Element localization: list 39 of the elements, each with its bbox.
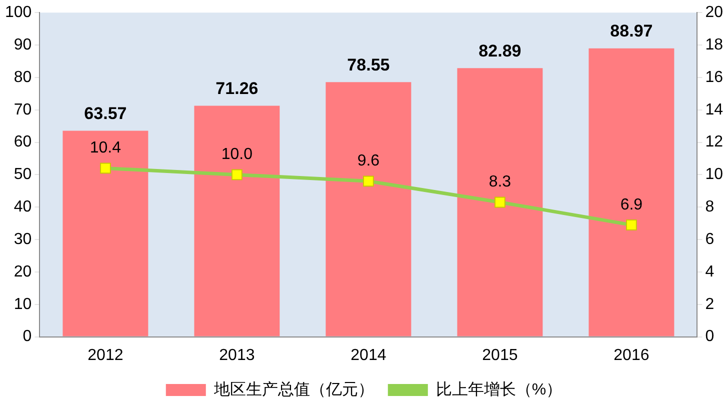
y2-tick-label: 20 (705, 4, 724, 22)
legend-label: 地区生产总值（亿元） (212, 380, 374, 398)
y2-tick-label: 4 (705, 263, 714, 280)
y2-tick-label: 12 (705, 134, 724, 151)
data-label: 82.89 (478, 41, 522, 60)
y2-tick-label: 14 (705, 101, 724, 118)
y2-tick-label: 18 (705, 36, 724, 54)
data-label: 10.4 (90, 140, 122, 157)
y2-tick-label: 6 (705, 230, 714, 248)
y-tick-label: 80 (14, 68, 32, 86)
y-tick-label: 70 (14, 101, 32, 118)
y2-tick-label: 16 (705, 68, 724, 86)
y-tick-label: 60 (14, 134, 32, 151)
data-label: 10.0 (221, 146, 253, 164)
y-tick-label: 50 (14, 166, 32, 184)
x-tick-label: 2013 (219, 346, 255, 364)
x-tick-label: 2015 (482, 346, 518, 364)
data-label: 88.97 (610, 22, 653, 41)
y-tick-label: 20 (14, 263, 32, 280)
y2-tick-label: 0 (705, 328, 714, 346)
y-tick-label: 90 (14, 36, 32, 54)
y2-tick-label: 10 (705, 166, 724, 184)
x-tick-label: 2012 (88, 346, 124, 364)
y-tick-label: 30 (14, 230, 32, 248)
y-tick-label: 40 (14, 198, 32, 216)
y-tick-label: 10 (14, 296, 32, 313)
y-tick-label: 0 (22, 328, 32, 346)
data-label: 9.6 (357, 152, 380, 170)
data-label: 78.55 (347, 55, 390, 74)
y2-tick-label: 2 (705, 296, 714, 313)
data-label: 6.9 (620, 196, 643, 214)
x-tick-label: 2016 (614, 346, 650, 364)
data-label: 63.57 (84, 104, 127, 123)
legend-label: 比上年增长（%） (436, 380, 562, 398)
data-label: 71.26 (216, 78, 258, 98)
x-tick-label: 2014 (350, 346, 386, 364)
y-tick-label: 100 (4, 4, 32, 22)
data-label: 8.3 (488, 174, 512, 191)
y2-tick-label: 8 (705, 198, 714, 216)
